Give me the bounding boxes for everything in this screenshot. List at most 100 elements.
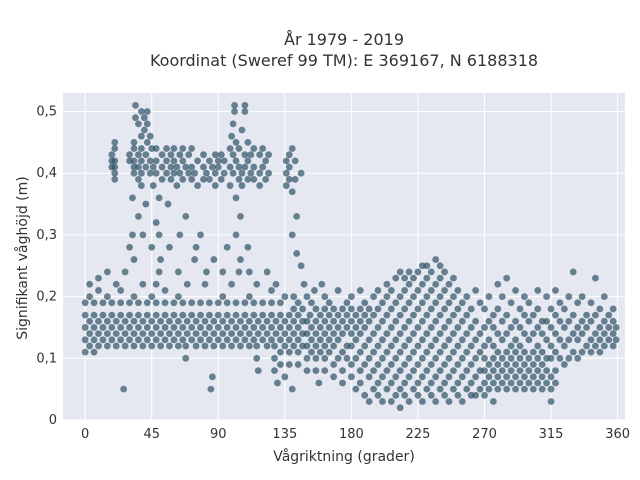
data-point <box>148 342 156 350</box>
data-point <box>163 157 170 165</box>
data-point <box>516 354 524 362</box>
data-point <box>543 379 551 387</box>
data-point <box>117 311 125 319</box>
data-point <box>103 317 111 325</box>
data-point <box>247 151 255 159</box>
data-point <box>472 287 480 294</box>
data-point <box>569 330 577 338</box>
data-point <box>281 342 289 350</box>
data-point <box>445 336 453 344</box>
data-point <box>81 336 89 344</box>
data-point <box>534 354 542 362</box>
data-point <box>423 311 431 319</box>
data-point <box>330 330 338 338</box>
data-point <box>392 299 400 307</box>
data-point <box>538 361 546 368</box>
data-point <box>441 379 448 387</box>
data-point <box>120 385 128 393</box>
data-point <box>126 324 133 331</box>
data-point <box>458 354 466 362</box>
data-point <box>103 293 111 301</box>
data-point <box>467 324 475 331</box>
data-point <box>108 324 116 331</box>
data-point <box>507 379 515 387</box>
data-point <box>148 330 156 338</box>
data-point <box>525 354 533 362</box>
data-point <box>534 324 542 331</box>
data-point <box>229 151 237 159</box>
data-point <box>374 324 382 331</box>
data-point <box>294 311 302 319</box>
data-point <box>161 336 169 344</box>
data-point <box>108 311 116 319</box>
data-point <box>387 305 395 313</box>
data-point <box>379 373 386 381</box>
data-point <box>472 336 480 344</box>
data-point <box>183 280 191 288</box>
data-point <box>179 336 187 344</box>
y-tick-label: 0,3 <box>36 228 57 243</box>
data-point <box>179 311 187 319</box>
data-point <box>361 311 369 319</box>
data-point <box>516 305 524 313</box>
data-point <box>263 317 271 325</box>
data-point <box>219 293 227 301</box>
y-tick-label: 0 <box>49 413 57 428</box>
data-point <box>427 342 435 350</box>
data-point <box>174 330 182 338</box>
data-point <box>525 336 533 344</box>
data-point <box>379 299 386 307</box>
data-point <box>90 311 98 319</box>
data-point <box>321 305 329 313</box>
data-point <box>458 299 466 307</box>
data-point <box>414 268 422 276</box>
data-point <box>111 163 119 171</box>
data-point <box>191 256 199 263</box>
data-point <box>285 336 293 344</box>
data-point <box>241 151 249 159</box>
data-point <box>192 330 200 338</box>
data-point <box>396 348 404 356</box>
data-point <box>521 373 528 381</box>
data-point <box>374 287 382 294</box>
data-point <box>401 379 409 387</box>
data-point <box>414 391 422 399</box>
data-point <box>347 317 355 325</box>
data-point <box>166 342 173 350</box>
data-point <box>339 305 346 313</box>
data-point <box>208 163 216 171</box>
data-point <box>146 132 154 140</box>
data-point <box>574 324 582 331</box>
data-point <box>534 379 542 387</box>
data-point <box>185 169 193 177</box>
data-point <box>250 163 258 171</box>
data-point <box>241 311 249 319</box>
data-point <box>281 373 289 381</box>
data-point <box>174 293 182 301</box>
data-point <box>179 145 187 152</box>
data-point <box>135 299 142 307</box>
data-point <box>158 151 166 159</box>
data-point <box>303 342 311 350</box>
data-point <box>274 379 281 387</box>
data-point <box>347 293 355 301</box>
x-tick-label: 180 <box>339 427 364 442</box>
data-point <box>139 280 147 288</box>
data-point <box>232 311 240 319</box>
data-point <box>423 348 431 356</box>
data-point <box>463 348 471 356</box>
data-point <box>361 342 369 350</box>
data-point <box>321 367 329 375</box>
data-point <box>467 379 475 387</box>
data-point <box>135 324 142 331</box>
data-point <box>259 311 267 319</box>
data-point <box>179 175 187 183</box>
data-point <box>427 379 435 387</box>
data-point <box>481 354 488 362</box>
data-point <box>99 311 107 319</box>
data-point <box>126 311 133 319</box>
data-point <box>507 299 515 307</box>
data-point <box>290 317 298 325</box>
data-point <box>370 330 377 338</box>
data-point <box>414 342 422 350</box>
